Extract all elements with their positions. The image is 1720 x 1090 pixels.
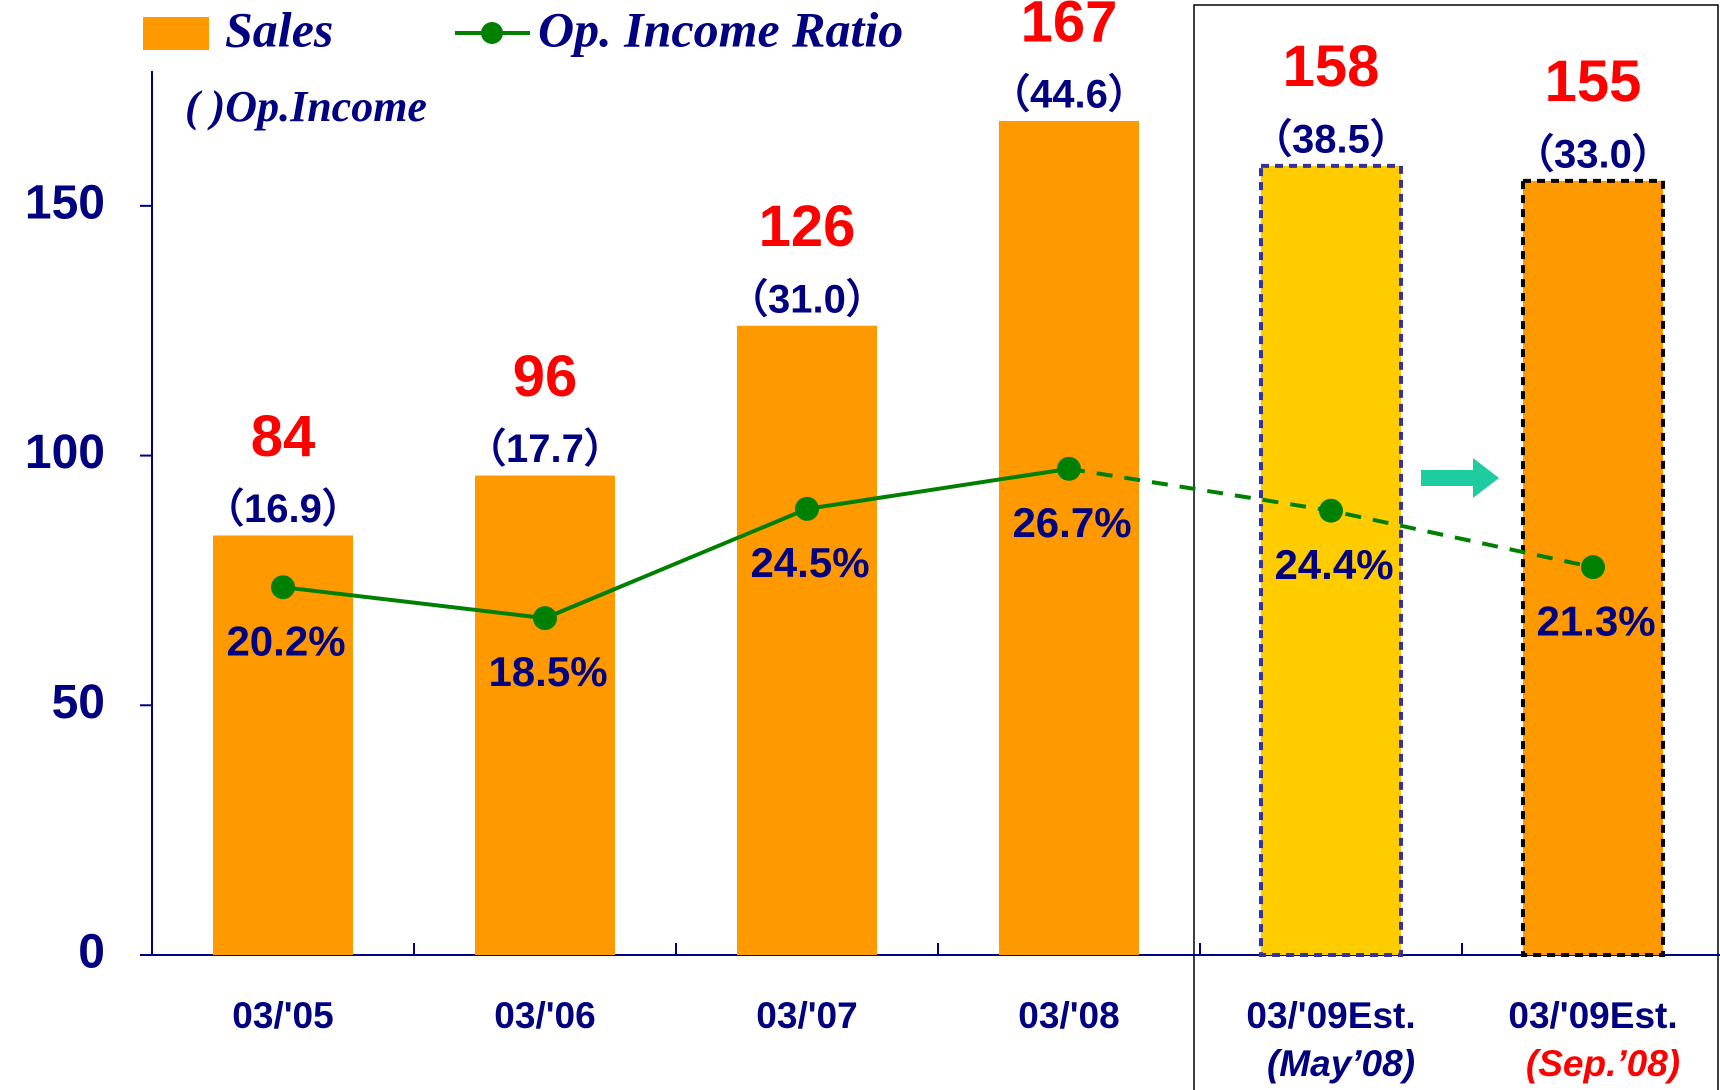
x-tick-label: 03/'06 <box>494 995 595 1036</box>
op-income-label: （44.6） <box>990 73 1148 117</box>
ratio-label: 18.5% <box>488 648 607 695</box>
legend-label: Op. Income Ratio <box>538 1 903 57</box>
ratio-line <box>282 466 1070 621</box>
bar-value-label: 84 <box>251 404 316 469</box>
arrow <box>1421 458 1499 498</box>
bar-value-label: 126 <box>759 194 856 259</box>
y-tick-label: 150 <box>25 177 105 230</box>
bar <box>475 475 615 955</box>
ratio-label: 21.3% <box>1536 597 1655 644</box>
ratio-marker <box>1581 555 1605 580</box>
ratio-marker <box>1057 456 1081 481</box>
ratio-marker <box>533 606 557 631</box>
op-income-label: （16.9） <box>204 487 362 531</box>
op-income-label: （31.0） <box>728 277 886 321</box>
bar <box>737 325 877 956</box>
x-tick-label: 03/'05 <box>232 995 333 1036</box>
ratio-marker <box>1319 498 1343 523</box>
legend-label: Sales <box>225 1 333 57</box>
ratio-marker <box>271 575 295 600</box>
x-tick-note: (May’08) <box>1267 1043 1415 1084</box>
x-tick-label: 03/'09Est. <box>1508 995 1677 1036</box>
op-income-label: （33.0） <box>1514 132 1672 176</box>
ratio-label: 24.4% <box>1274 541 1393 588</box>
ratio-label: 26.7% <box>1012 499 1131 546</box>
bar-value-label: 155 <box>1545 49 1642 114</box>
bar-value-label: 167 <box>1021 0 1118 54</box>
x-tick-label: 03/'08 <box>1018 995 1119 1036</box>
y-tick-label: 0 <box>78 926 105 979</box>
op-income-label: （17.7） <box>466 427 624 471</box>
x-tick-label: 03/'09Est. <box>1246 995 1415 1036</box>
bar <box>213 535 353 955</box>
y-tick-label: 100 <box>25 426 105 479</box>
bar-value-label: 158 <box>1283 34 1380 99</box>
bar <box>999 120 1139 955</box>
ratio-label: 24.5% <box>750 539 869 586</box>
op-income-label: （38.5） <box>1252 117 1410 161</box>
x-tick-note: (Sep.’08) <box>1526 1043 1680 1084</box>
estimate-box <box>1193 4 1719 1090</box>
ratio-marker <box>795 496 819 521</box>
op-income-note: ( )Op.Income <box>185 82 427 131</box>
bar <box>1259 163 1403 958</box>
bar-value-label: 96 <box>513 344 578 409</box>
legend-marker <box>481 22 503 44</box>
ratio-label: 20.2% <box>226 617 345 664</box>
y-tick-label: 50 <box>52 676 105 729</box>
legend-swatch <box>143 17 209 50</box>
x-tick-label: 03/'07 <box>756 995 857 1036</box>
